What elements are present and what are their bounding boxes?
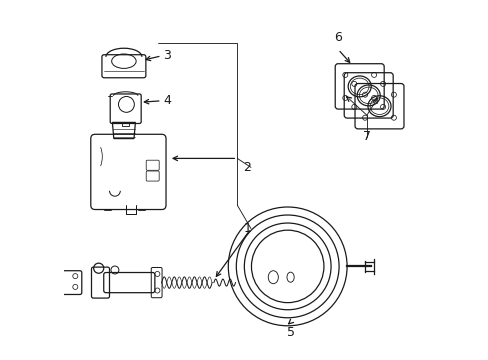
Text: 2: 2 xyxy=(243,161,251,174)
Text: 5: 5 xyxy=(287,327,295,339)
Text: 7: 7 xyxy=(362,130,370,143)
Circle shape xyxy=(44,280,49,285)
Text: 1: 1 xyxy=(243,222,251,235)
Text: 3: 3 xyxy=(163,49,171,62)
Text: 6: 6 xyxy=(333,31,341,44)
Text: 4: 4 xyxy=(163,94,171,107)
